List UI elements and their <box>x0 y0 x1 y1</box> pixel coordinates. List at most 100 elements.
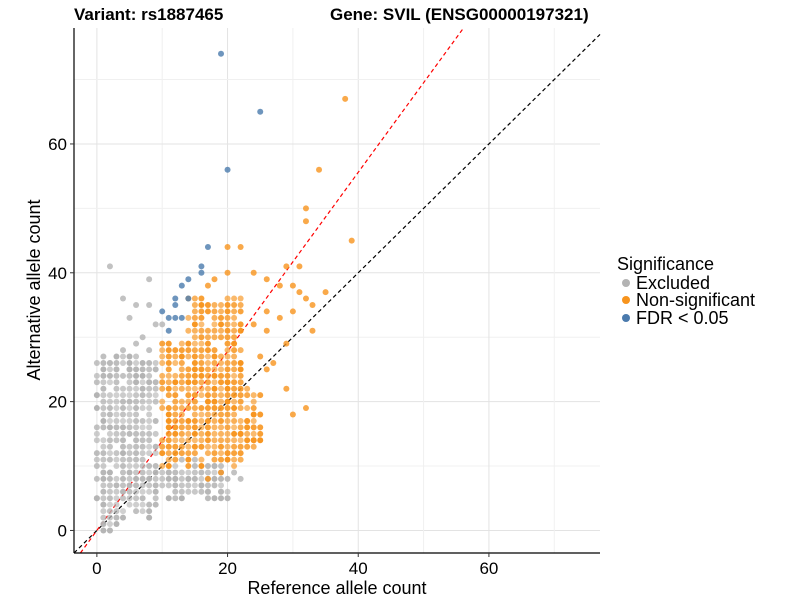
point-excluded <box>106 430 113 437</box>
point-non-significant <box>211 276 218 283</box>
point-excluded <box>218 482 225 489</box>
point-non-significant <box>191 379 198 386</box>
point-non-significant <box>224 379 231 386</box>
point-non-significant <box>289 411 296 418</box>
point-non-significant <box>191 308 198 315</box>
reference-lines <box>73 27 601 554</box>
point-excluded <box>146 385 153 392</box>
point-non-significant <box>185 347 192 354</box>
point-non-significant <box>231 443 238 450</box>
point-excluded <box>113 411 120 418</box>
point-non-significant <box>159 443 166 450</box>
legend-label-fdr: FDR < 0.05 <box>636 308 729 328</box>
point-excluded <box>100 469 107 476</box>
point-non-significant <box>237 424 244 431</box>
point-non-significant <box>224 411 231 418</box>
point-non-significant <box>224 392 231 399</box>
point-excluded <box>100 398 107 405</box>
point-excluded <box>126 405 133 412</box>
point-excluded <box>100 475 107 482</box>
point-non-significant <box>250 405 257 412</box>
point-excluded <box>126 392 133 399</box>
point-non-significant <box>231 314 238 321</box>
point-excluded <box>152 321 159 328</box>
point-non-significant <box>185 437 192 444</box>
point-excluded <box>106 508 113 515</box>
point-non-significant <box>250 437 257 444</box>
point-excluded <box>146 514 153 521</box>
point-non-significant <box>185 327 192 334</box>
point-excluded <box>106 450 113 457</box>
point-non-significant <box>172 456 179 463</box>
point-excluded <box>146 482 153 489</box>
point-non-significant <box>237 430 244 437</box>
point-non-significant <box>237 366 244 373</box>
point-excluded <box>133 411 140 418</box>
point-excluded <box>133 430 140 437</box>
point-non-significant <box>198 430 205 437</box>
point-excluded <box>218 495 225 502</box>
point-excluded <box>120 295 127 302</box>
point-non-significant <box>257 353 264 360</box>
point-excluded <box>139 392 146 399</box>
point-non-significant <box>218 366 225 373</box>
point-non-significant <box>270 359 277 366</box>
point-excluded <box>100 372 107 379</box>
point-excluded <box>146 488 153 495</box>
point-non-significant <box>237 301 244 308</box>
point-non-significant <box>172 353 179 360</box>
point-excluded <box>139 366 146 373</box>
point-non-significant <box>231 392 238 399</box>
point-excluded <box>211 495 218 502</box>
point-excluded <box>191 463 198 470</box>
point-non-significant <box>224 430 231 437</box>
point-excluded <box>113 353 120 360</box>
point-non-significant <box>211 443 218 450</box>
point-non-significant <box>178 385 185 392</box>
point-excluded <box>139 488 146 495</box>
point-excluded <box>146 463 153 470</box>
point-excluded <box>152 417 159 424</box>
point-excluded <box>178 488 185 495</box>
point-excluded <box>120 392 127 399</box>
point-non-significant <box>198 347 205 354</box>
point-non-significant <box>218 314 225 321</box>
point-non-significant <box>178 437 185 444</box>
point-non-significant <box>159 340 166 347</box>
point-non-significant <box>191 314 198 321</box>
point-excluded <box>120 347 127 354</box>
point-excluded <box>185 469 192 476</box>
point-excluded <box>126 443 133 450</box>
point-non-significant <box>289 308 296 315</box>
point-non-significant <box>218 372 225 379</box>
reference-line-identity <box>73 34 601 554</box>
point-non-significant <box>244 443 251 450</box>
point-non-significant <box>218 411 225 418</box>
point-non-significant <box>211 456 218 463</box>
point-non-significant <box>250 392 257 399</box>
point-excluded <box>191 482 198 489</box>
point-non-significant <box>211 372 218 379</box>
point-non-significant <box>165 366 172 373</box>
point-excluded <box>133 417 140 424</box>
point-non-significant <box>224 340 231 347</box>
point-non-significant <box>198 443 205 450</box>
point-non-significant <box>178 424 185 431</box>
point-non-significant <box>198 301 205 308</box>
point-excluded <box>106 501 113 508</box>
point-excluded <box>100 527 107 534</box>
point-excluded <box>146 359 153 366</box>
point-excluded <box>106 488 113 495</box>
point-excluded <box>139 398 146 405</box>
point-non-significant <box>178 340 185 347</box>
point-excluded <box>178 495 185 502</box>
point-non-significant <box>231 372 238 379</box>
point-non-significant <box>198 379 205 386</box>
point-non-significant <box>218 398 225 405</box>
legend-key-fdr <box>622 314 630 322</box>
point-non-significant <box>231 321 238 328</box>
point-excluded <box>120 443 127 450</box>
point-non-significant <box>231 385 238 392</box>
point-non-significant <box>211 405 218 412</box>
